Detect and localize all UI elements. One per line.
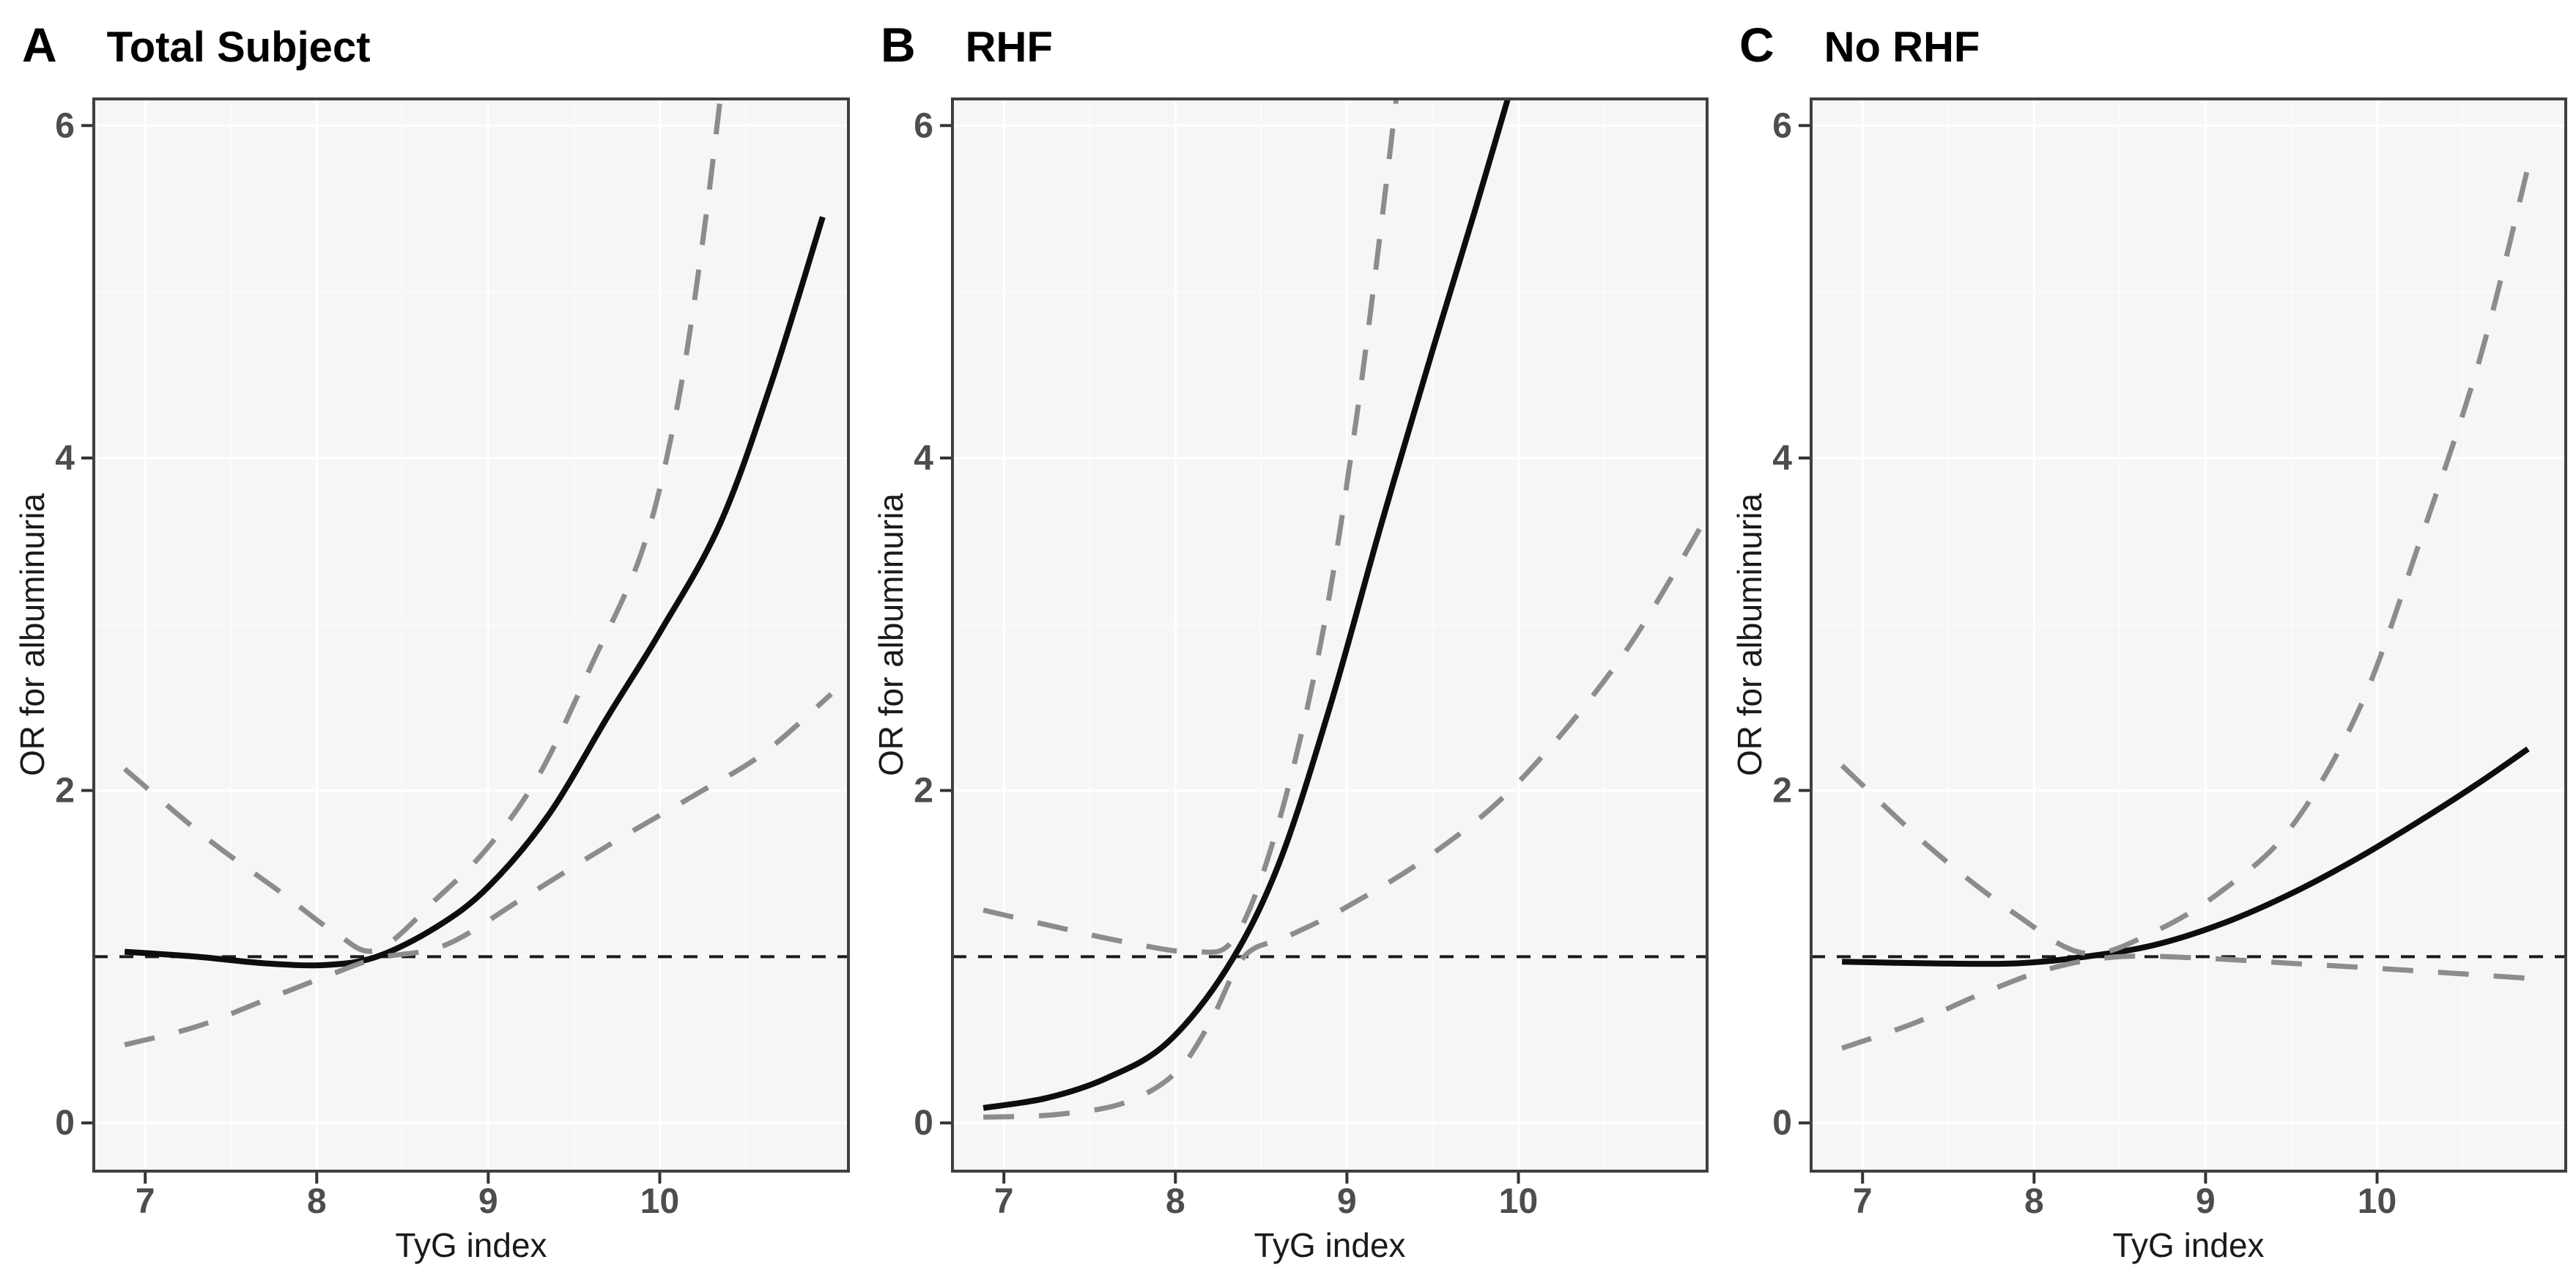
panel-border xyxy=(1810,97,2567,1173)
grid-major xyxy=(952,99,1707,1171)
panel-letter: A xyxy=(22,18,57,72)
y-tick-label: 2 xyxy=(55,772,75,811)
curves xyxy=(122,99,833,1048)
panel-border xyxy=(951,97,1709,1173)
y-tick-label: 4 xyxy=(55,439,75,478)
x-axis-title: TyG index xyxy=(1254,1226,1406,1264)
grid-major xyxy=(1811,99,2566,1171)
x-tick-label: 7 xyxy=(994,1182,1014,1221)
x-tick-label: 8 xyxy=(307,1182,327,1221)
panel-header: C No RHF xyxy=(1739,21,1980,69)
axis-tick-labels: 7 8 9 10 0 2 4 6 xyxy=(914,106,1538,1221)
ci-lower-curve xyxy=(124,692,833,1048)
x-axis-title: TyG index xyxy=(2112,1226,2265,1264)
panel-rhf: B RHF OR for albuminuria 7 8 9 10 0 2 4 6 TyG i… xyxy=(859,0,1717,1284)
x-tick-label: 9 xyxy=(1337,1182,1357,1221)
axis-ticks xyxy=(81,124,662,1184)
panel-title: RHF xyxy=(965,23,1053,71)
plot-background xyxy=(1811,99,2566,1171)
x-tick-label: 7 xyxy=(1853,1182,1873,1221)
panel-no-rhf: C No RHF OR for albuminuria 7 8 9 10 0 2 4 6 Ty… xyxy=(1717,0,2576,1284)
plot-svg-total-subject: 7 8 9 10 0 2 4 6 xyxy=(55,97,850,1221)
y-tick-label: 0 xyxy=(914,1104,933,1143)
y-tick-label: 2 xyxy=(1772,772,1792,811)
or-estimate-curve xyxy=(124,215,826,969)
x-tick-label: 10 xyxy=(1499,1182,1538,1221)
y-tick-label: 2 xyxy=(914,772,933,811)
curves xyxy=(982,99,1707,1120)
axis-tick-labels: 7 8 9 10 0 2 4 6 xyxy=(1772,106,2397,1221)
plot-background xyxy=(94,99,848,1171)
panel-letter: B xyxy=(881,18,916,72)
grid-major xyxy=(94,99,848,1171)
ci-upper-curve xyxy=(982,99,1399,955)
panel-title: Total Subject xyxy=(106,23,371,71)
y-tick-label: 0 xyxy=(1772,1104,1792,1143)
ci-lower-curve xyxy=(983,514,1707,1120)
x-tick-label: 7 xyxy=(136,1182,155,1221)
panel-letter: C xyxy=(1739,18,1774,72)
y-tick-label: 6 xyxy=(55,106,75,145)
or-estimate-curve xyxy=(982,99,1511,1111)
grid-minor xyxy=(952,99,1707,1171)
or-estimate-curve xyxy=(1842,746,2530,967)
panel-total-subject: A Total Subject OR for albuminuria 7 8 9 10… xyxy=(0,0,859,1284)
y-tick-label: 6 xyxy=(1772,106,1792,145)
axis-tick-labels: 7 8 9 10 0 2 4 6 xyxy=(55,106,679,1221)
panel-border xyxy=(92,97,850,1173)
panel-header: B RHF xyxy=(881,21,1053,69)
ci-lower-curve xyxy=(1840,953,2528,1051)
panel-header: A Total Subject xyxy=(22,21,371,69)
y-tick-label: 4 xyxy=(914,439,933,478)
curves xyxy=(1840,166,2531,1051)
x-tick-label: 8 xyxy=(2024,1182,2044,1221)
axis-ticks xyxy=(1799,124,2379,1184)
x-tick-label: 10 xyxy=(640,1182,679,1221)
y-tick-label: 4 xyxy=(1772,439,1792,478)
y-tick-label: 6 xyxy=(914,106,933,145)
plot-svg-no-rhf: 7 8 9 10 0 2 4 6 xyxy=(1772,97,2567,1221)
plot-background xyxy=(952,99,1707,1171)
x-tick-label: 9 xyxy=(478,1182,498,1221)
x-axis-title: TyG index xyxy=(395,1226,547,1264)
plot-svg-rhf: 7 8 9 10 0 2 4 6 xyxy=(914,97,1709,1221)
axis-ticks xyxy=(940,124,1520,1184)
ci-upper-curve xyxy=(122,99,723,954)
x-tick-label: 10 xyxy=(2358,1182,2397,1221)
y-tick-label: 0 xyxy=(55,1104,75,1143)
x-tick-label: 8 xyxy=(1166,1182,1185,1221)
ci-upper-curve xyxy=(1840,166,2531,956)
x-tick-label: 9 xyxy=(2196,1182,2216,1221)
panel-title: No RHF xyxy=(1824,23,1980,71)
